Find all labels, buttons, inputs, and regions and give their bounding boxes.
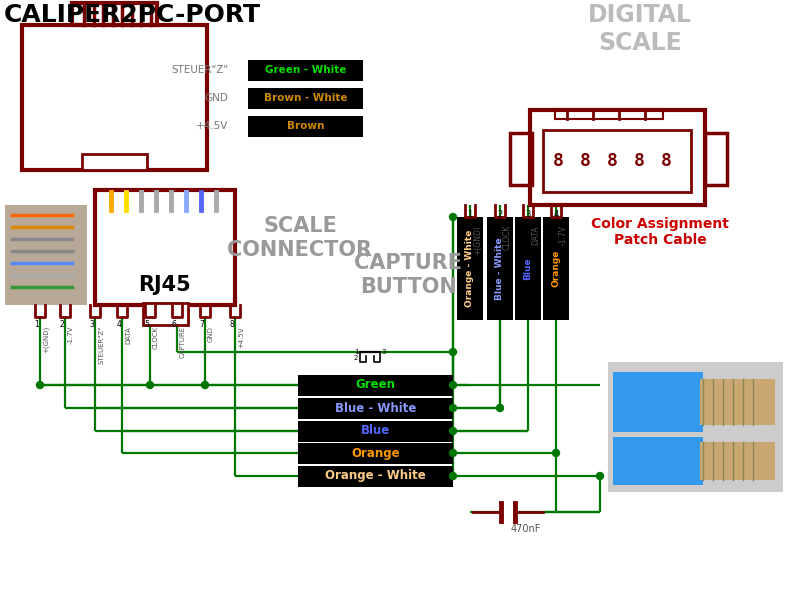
Text: 8: 8 — [230, 320, 234, 329]
Bar — [248, 88, 363, 109]
Bar — [248, 116, 363, 137]
Text: 8: 8 — [634, 152, 645, 170]
Bar — [705, 133, 727, 185]
Circle shape — [553, 449, 559, 457]
Text: Orange: Orange — [551, 250, 561, 287]
Bar — [510, 133, 532, 185]
Text: Brown: Brown — [287, 121, 324, 131]
Bar — [72, 3, 157, 25]
Bar — [298, 398, 453, 419]
Bar — [298, 375, 453, 396]
Text: CLOCK: CLOCK — [503, 225, 512, 250]
Bar — [700, 379, 775, 425]
Bar — [608, 362, 783, 492]
Text: GND: GND — [208, 326, 214, 342]
Text: 4: 4 — [554, 210, 558, 219]
Bar — [298, 466, 453, 487]
Text: 5: 5 — [145, 320, 150, 329]
Text: 8: 8 — [579, 152, 590, 170]
Circle shape — [597, 473, 603, 479]
Text: +(GND): +(GND) — [473, 225, 482, 255]
Text: Orange - White: Orange - White — [466, 230, 474, 307]
Circle shape — [450, 349, 457, 355]
Bar — [82, 154, 147, 170]
Text: CALIPER2PC-PORT: CALIPER2PC-PORT — [4, 3, 261, 27]
Bar — [555, 109, 663, 119]
Text: Color Assignment
Patch Cable: Color Assignment Patch Cable — [591, 217, 729, 247]
Text: +(GND): +(GND) — [43, 326, 50, 353]
Bar — [487, 217, 513, 320]
Bar — [530, 110, 705, 205]
Circle shape — [450, 382, 457, 389]
Text: 1: 1 — [354, 349, 358, 355]
Text: Brown - White: Brown - White — [264, 93, 347, 103]
Text: 470nF: 470nF — [511, 524, 541, 534]
Text: CLOCK: CLOCK — [153, 326, 159, 349]
Text: Green: Green — [355, 379, 395, 391]
Text: -1.7V: -1.7V — [68, 326, 74, 344]
Circle shape — [450, 449, 457, 457]
Text: 6: 6 — [171, 320, 177, 329]
Bar — [543, 217, 569, 320]
Text: 7: 7 — [199, 320, 205, 329]
Text: DATA: DATA — [125, 326, 131, 344]
Bar — [298, 443, 453, 464]
Text: +4.5V: +4.5V — [196, 121, 228, 131]
Text: 8: 8 — [661, 152, 671, 170]
Text: 2: 2 — [498, 210, 502, 219]
Text: 2: 2 — [60, 320, 64, 329]
Text: Orange: Orange — [351, 446, 400, 460]
Text: -1.7V: -1.7V — [559, 225, 568, 245]
Circle shape — [497, 404, 503, 412]
Bar — [5, 205, 87, 305]
Text: RJ45: RJ45 — [138, 275, 191, 295]
Bar — [543, 130, 691, 192]
Bar — [95, 190, 235, 305]
Text: 8: 8 — [606, 152, 618, 170]
Text: 3: 3 — [90, 320, 94, 329]
Text: Blue - White: Blue - White — [495, 237, 505, 300]
Text: Blue: Blue — [361, 425, 390, 437]
Text: CAPTURE: CAPTURE — [180, 326, 186, 358]
Text: Orange - White: Orange - White — [325, 469, 426, 482]
Text: 4: 4 — [117, 320, 122, 329]
Circle shape — [202, 382, 209, 389]
Bar — [298, 421, 453, 442]
Bar — [700, 442, 775, 480]
Bar — [22, 25, 207, 170]
Text: 1: 1 — [467, 210, 473, 219]
Bar — [613, 372, 703, 432]
Text: DIGITAL
SCALE: DIGITAL SCALE — [588, 3, 692, 55]
Circle shape — [37, 382, 43, 389]
Circle shape — [450, 473, 457, 479]
Bar — [457, 217, 483, 320]
Bar — [613, 437, 703, 485]
Text: STEUER"Z": STEUER"Z" — [171, 65, 228, 75]
Text: +4.5V: +4.5V — [238, 326, 244, 347]
Text: STEUER"Z": STEUER"Z" — [98, 326, 104, 364]
Text: Blue: Blue — [523, 257, 533, 280]
Bar — [515, 217, 541, 320]
Circle shape — [450, 214, 457, 220]
Bar — [248, 60, 363, 81]
Text: 8: 8 — [553, 152, 563, 170]
Text: 2: 2 — [354, 355, 358, 361]
Circle shape — [146, 382, 154, 389]
Text: 3: 3 — [526, 210, 530, 219]
Text: CAPTURE
BUTTON: CAPTURE BUTTON — [354, 253, 462, 296]
Text: SCALE
CONNECTOR: SCALE CONNECTOR — [227, 217, 373, 260]
Bar — [143, 303, 188, 325]
Text: Green - White: Green - White — [265, 65, 346, 75]
Text: 3: 3 — [381, 349, 386, 355]
Text: Blue - White: Blue - White — [335, 401, 416, 415]
Text: DATA: DATA — [531, 225, 540, 245]
Text: 1: 1 — [34, 320, 39, 329]
Circle shape — [450, 427, 457, 434]
Text: GND: GND — [204, 93, 228, 103]
Circle shape — [450, 404, 457, 412]
